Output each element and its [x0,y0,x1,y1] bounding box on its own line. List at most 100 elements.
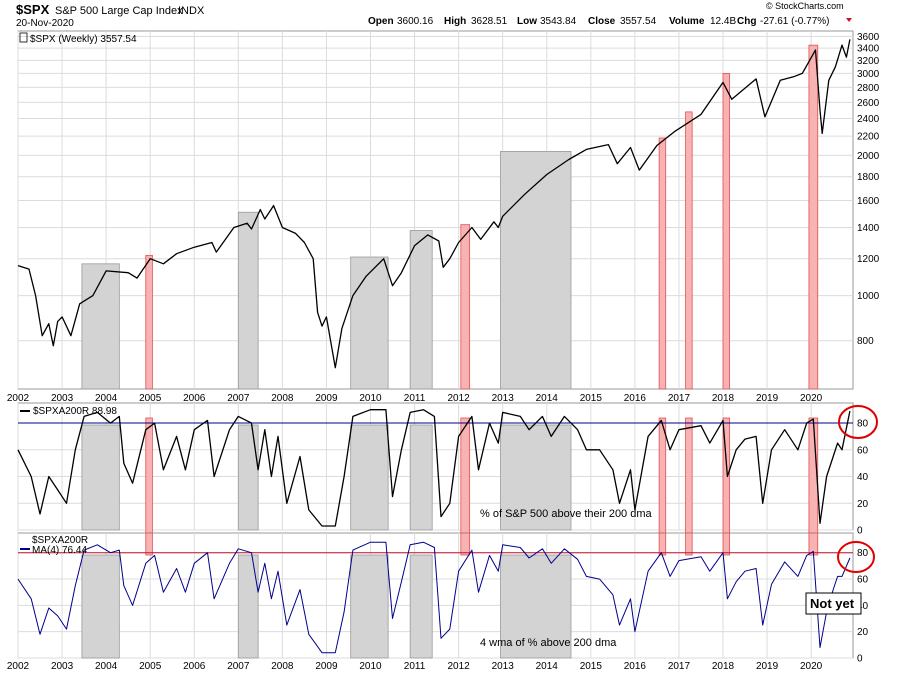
y-tick-label: 80 [857,419,869,430]
chart-header: $SPX S&P 500 Large Cap Index INDX 20-Nov… [16,1,852,29]
x-tick-label-lower: 2012 [448,661,471,672]
y-tick-label: 1800 [857,172,880,183]
price-bar-legend-icon [19,32,28,43]
x-tick-label-lower: 2019 [756,661,779,672]
y-tick-label: 20 [857,499,869,510]
x-tick-label-upper: 2011 [404,393,426,404]
x-tick-label-upper: 2013 [492,393,515,404]
red-highlight-zone [658,417,667,551]
gray-highlight-zone [500,424,572,531]
gray-highlight-zone [409,424,433,531]
volume-label: Volume [669,16,705,27]
x-tick-label-lower: 2009 [315,661,338,672]
y-tick-label: 3600 [857,32,880,43]
gray-highlight-zone [500,150,572,390]
x-tick-label-upper: 2003 [51,393,74,404]
red-highlight-zone [460,532,471,556]
red-highlight-zone [722,73,731,390]
x-tick-label-upper: 2002 [7,393,30,404]
y-tick-label: 1000 [857,291,880,302]
gray-highlight-zone [237,211,259,390]
breadth-annotation: % of S&P 500 above their 200 dma [480,508,653,520]
y-tick-label: 2600 [857,98,880,109]
x-tick-label-upper: 2010 [359,393,382,404]
low-value: 3543.84 [540,16,577,27]
x-tick-label-upper: 2016 [624,393,647,404]
y-tick-label: 2800 [857,83,880,94]
callout-box [805,592,862,615]
breadth-panel: 0 20 40 60 80 $SPXA200R 88.98 % of S&P 500 abo… [17,402,878,551]
red-highlight-zone [808,44,819,390]
y-tick-label: 3200 [857,56,880,67]
y-tick-label: 60 [857,445,869,456]
red-highlight-zone [808,417,819,551]
red-highlight-zone [145,254,153,390]
x-tick-label-upper: 2008 [271,393,294,404]
gray-highlight-zone [409,230,433,390]
x-tick-label-upper: 2015 [580,393,603,404]
y-tick-label: 20 [857,627,869,638]
y-tick-label: 3400 [857,44,880,55]
price-panel: 800 1000 1200 1400 1600 1800 2000 2200 2400 2600 2… [17,30,880,390]
x-tick-label-upper: 2009 [315,393,338,404]
gray-highlight-zone [350,424,389,531]
x-tick-label-upper: 2007 [227,393,250,404]
high-value: 3628.51 [471,16,508,27]
chg-value: -27.61 (-0.77%) [760,16,829,27]
y-tick-label: 2200 [857,132,880,143]
x-tick-label-lower: 2015 [580,661,603,672]
symbol: $SPX [16,2,50,17]
x-tick-label-lower: 2013 [492,661,515,672]
x-tick-label-lower: 2011 [404,661,426,672]
high-label: High [444,16,466,27]
highlight-circle [837,541,875,573]
gray-highlight-zone [81,263,120,390]
red-highlight-zone [658,137,667,390]
y-tick-label: 40 [857,601,869,612]
red-highlight-zone [658,532,667,556]
red-highlight-zone [145,417,153,551]
callout-text: Not yet [810,596,855,611]
volume-value: 12.4B [710,16,736,27]
watermark: © StockCharts.com [766,1,844,11]
down-arrow-icon [846,18,852,22]
gray-highlight-zone [81,424,120,531]
y-tick-label: 0 [857,654,863,665]
red-highlight-zone [145,532,153,556]
x-tick-label-upper: 2020 [800,393,823,404]
close-value: 3557.54 [620,16,657,27]
exchange: INDX [178,5,205,17]
x-tick-label-upper: 2017 [668,393,691,404]
open-label: Open [368,16,394,27]
panel-frame [17,30,854,390]
gray-highlight-zone [409,554,433,659]
x-tick-label-lower: 2006 [183,661,206,672]
x-tick-label-upper: 2019 [756,393,779,404]
x-tick-label-upper: 2005 [139,393,162,404]
x-tick-label-lower: 2002 [7,661,30,672]
close-label: Close [588,16,616,27]
x-tick-label-lower: 2008 [271,661,294,672]
wma-annotation: 4 wma of % above 200 dma [480,637,617,649]
gray-highlight-zone [237,554,259,659]
y-tick-label: 40 [857,472,869,483]
open-value: 3600.16 [397,16,434,27]
red-highlight-zone [722,532,731,556]
x-tick-label-lower: 2016 [624,661,647,672]
x-tick-label-upper: 2018 [712,393,735,404]
red-highlight-zone [460,224,471,390]
x-tick-label-upper: 2004 [95,393,118,404]
x-tick-label-lower: 2007 [227,661,250,672]
chg-label: Chg [737,16,756,27]
wma-legend: MA(4) 76.44 [32,545,87,556]
y-tick-label: 0 [857,526,863,537]
red-highlight-zone [460,417,471,551]
gray-highlight-zone [500,554,572,659]
y-tick-label: 3000 [857,69,880,80]
y-tick-label: 800 [857,336,874,347]
wma-legend-primary: $SPXA200R [32,535,88,546]
series-line [17,39,851,369]
red-highlight-zone [685,417,693,551]
